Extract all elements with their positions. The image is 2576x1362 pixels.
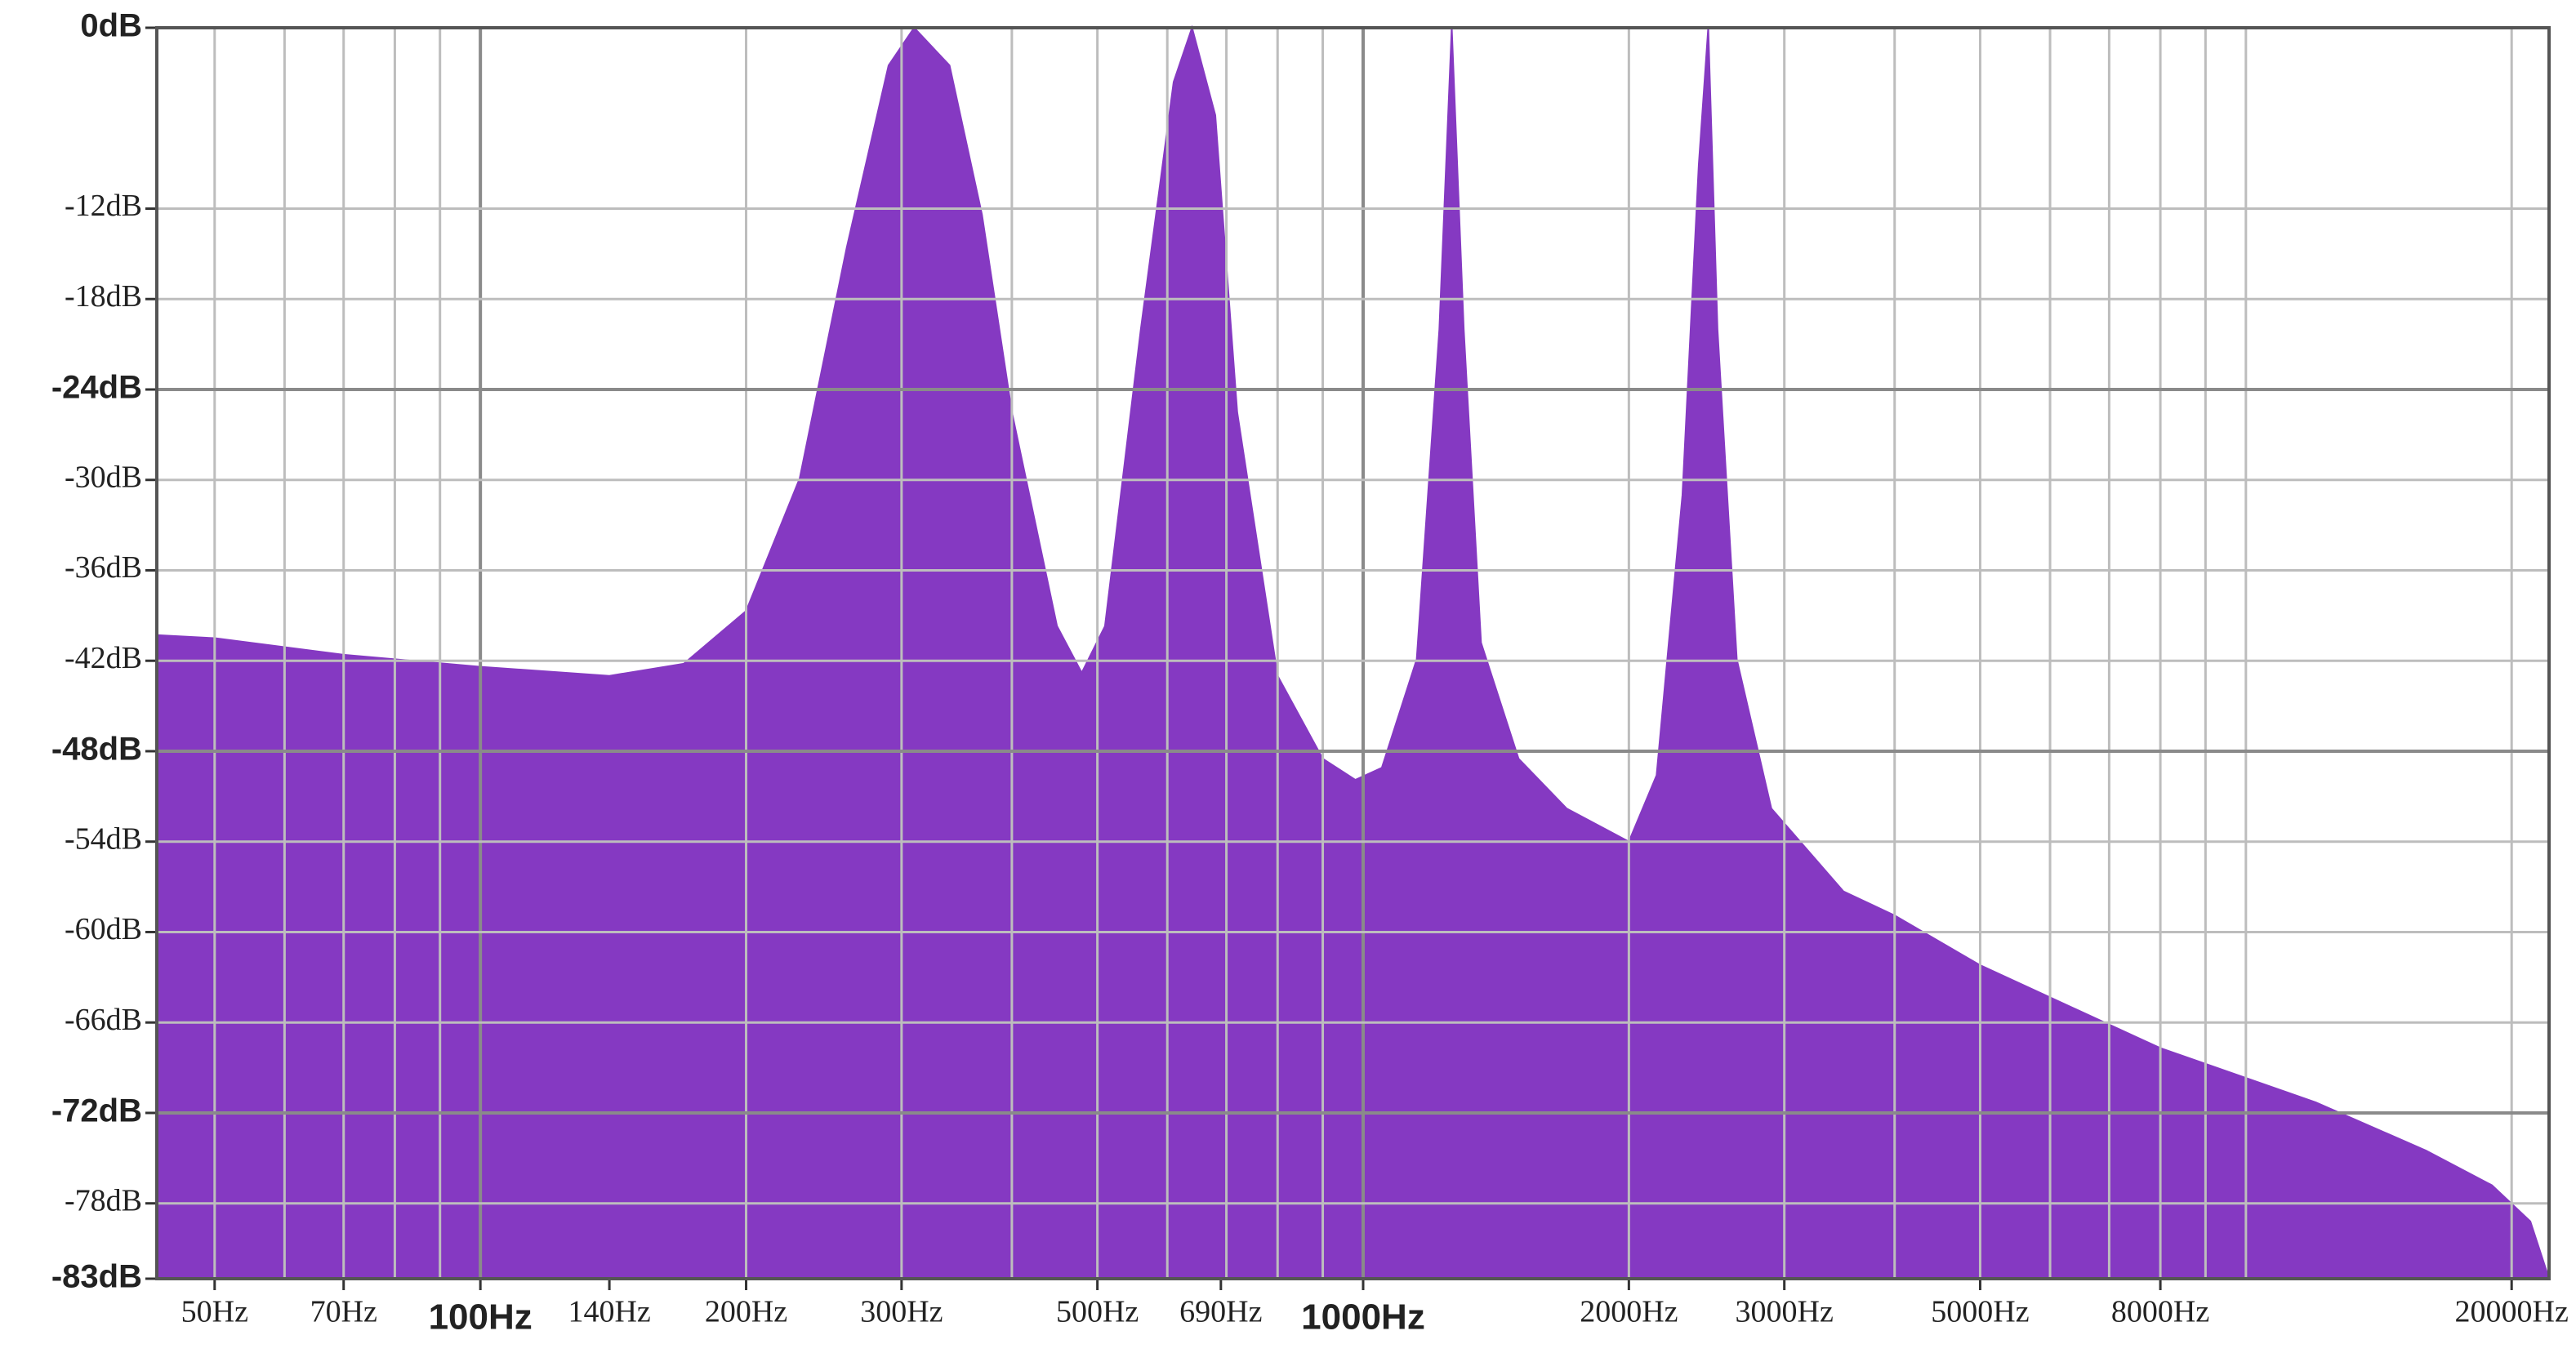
x-tick-label: 140Hz — [568, 1295, 650, 1329]
spectrum-area — [156, 24, 2551, 1280]
x-tick-label: 300Hz — [860, 1295, 943, 1329]
x-tick-label: 3000Hz — [1736, 1295, 1834, 1329]
x-tick-label: 8000Hz — [2111, 1295, 2209, 1329]
y-tick-label: -66dB — [65, 1003, 142, 1037]
x-tick-label: 1000Hz — [1301, 1297, 1425, 1338]
x-tick-label: 2000Hz — [1580, 1295, 1678, 1329]
x-tick-label: 50Hz — [181, 1295, 248, 1329]
y-tick-label: -42dB — [65, 641, 142, 675]
y-tick-label: -72dB — [51, 1093, 142, 1129]
x-tick-label: 690Hz — [1179, 1295, 1262, 1329]
y-tick-label: -18dB — [65, 279, 142, 314]
x-tick-label: 5000Hz — [1931, 1295, 2029, 1329]
y-tick-label: -54dB — [65, 821, 142, 856]
x-tick-label: 100Hz — [429, 1297, 533, 1338]
y-tick-label: -83dB — [51, 1259, 142, 1295]
y-tick-label: -36dB — [65, 550, 142, 585]
y-tick-label: -24dB — [51, 370, 142, 406]
x-tick-label: 500Hz — [1056, 1295, 1139, 1329]
y-tick-label: -30dB — [65, 460, 142, 494]
y-tick-label: -78dB — [65, 1183, 142, 1217]
y-tick-label: -48dB — [51, 732, 142, 768]
y-tick-label: -60dB — [65, 912, 142, 946]
plot-frame — [155, 26, 2551, 1280]
x-tick-label: 200Hz — [705, 1295, 787, 1329]
x-tick-label: 20000Hz — [2455, 1295, 2569, 1329]
y-tick-label: -12dB — [65, 189, 142, 223]
y-tick-label: 0dB — [80, 8, 142, 44]
x-tick-label: 70Hz — [310, 1295, 377, 1329]
